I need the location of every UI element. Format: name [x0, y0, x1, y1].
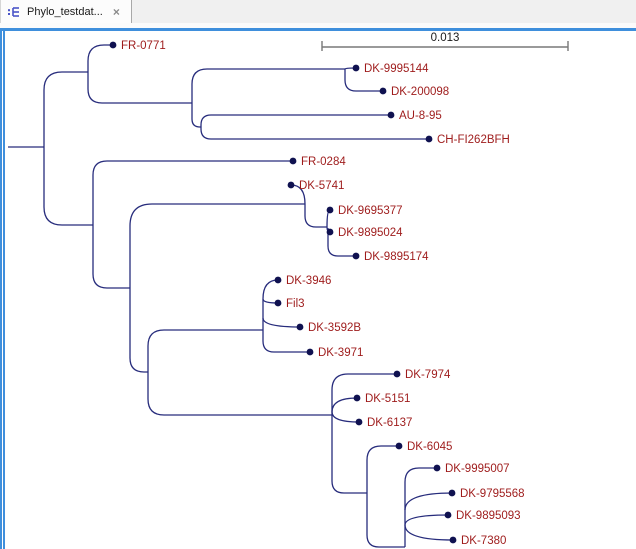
taxon-label-DK-7380[interactable]: DK-7380	[461, 535, 506, 547]
branch-path	[129, 288, 148, 373]
taxon-node-dot[interactable]	[353, 394, 361, 402]
taxon-node-dot[interactable]	[326, 206, 334, 214]
taxon-label-DK-3592B[interactable]: DK-3592B	[308, 322, 361, 334]
taxon-node-dot[interactable]	[355, 418, 363, 426]
taxon-node-dot[interactable]	[274, 276, 282, 284]
branch-path	[147, 372, 332, 416]
branch-path	[331, 411, 360, 423]
taxon-label-DK-9995144[interactable]: DK-9995144	[364, 63, 429, 75]
tab-close-icon[interactable]: ×	[112, 4, 120, 19]
taxon-label-AU-8-95[interactable]: AU-8-95	[399, 110, 442, 122]
branch-path	[304, 204, 327, 228]
taxon-node-dot[interactable]	[352, 64, 360, 72]
branch-path	[200, 127, 429, 140]
taxon-node-dot[interactable]	[109, 41, 117, 49]
branch-path	[92, 160, 293, 225]
taxon-label-DK-3946[interactable]: DK-3946	[286, 275, 331, 287]
tabbar-gap	[0, 23, 636, 28]
branch-path	[331, 397, 358, 413]
branch-path	[262, 279, 279, 300]
branch-path	[262, 317, 301, 328]
branch-path	[366, 445, 399, 493]
taxon-node-dot[interactable]	[425, 135, 433, 143]
taxon-label-DK-9995007[interactable]: DK-9995007	[445, 463, 510, 475]
branch-path	[129, 203, 305, 288]
branch-path	[327, 228, 356, 257]
taxon-label-DK-7974[interactable]: DK-7974	[405, 369, 451, 381]
taxon-node-dot[interactable]	[444, 511, 452, 519]
taxon-node-dot[interactable]	[387, 111, 395, 119]
taxon-label-DK-9895093[interactable]: DK-9895093	[456, 510, 521, 522]
taxon-label-DK-6137[interactable]: DK-6137	[367, 417, 412, 429]
branch-path	[87, 72, 192, 104]
tab-title: Phylo_testdat...	[27, 5, 103, 18]
taxon-node-dot[interactable]	[289, 157, 297, 165]
phylo-tree-icon	[7, 5, 21, 19]
taxon-label-CH-FI262BFH[interactable]: CH-FI262BFH	[437, 134, 510, 146]
branch-path	[43, 71, 88, 147]
branch-path	[191, 68, 345, 103]
branch-path	[404, 467, 437, 547]
taxon-node-dot[interactable]	[287, 181, 295, 189]
taxon-node-dot[interactable]	[326, 228, 334, 236]
branch-path	[331, 373, 397, 415]
branch-path	[404, 492, 453, 511]
branch-path	[43, 147, 93, 226]
taxon-node-dot[interactable]	[448, 489, 456, 497]
branch-path	[87, 44, 113, 72]
taxon-label-DK-6045[interactable]: DK-6045	[407, 441, 452, 453]
branch-path	[262, 330, 310, 353]
branch-path	[404, 524, 454, 541]
taxon-node-dot[interactable]	[296, 323, 304, 331]
taxon-label-DK-3971[interactable]: DK-3971	[318, 347, 363, 359]
taxon-label-Fil3[interactable]: Fil3	[286, 298, 305, 310]
taxon-label-DK-9695377[interactable]: DK-9695377	[338, 205, 403, 217]
branch-path	[344, 69, 383, 92]
branch-path	[191, 103, 201, 128]
branch-path	[147, 329, 263, 372]
taxon-node-dot[interactable]	[306, 348, 314, 356]
tree-view-panel-inner	[3, 31, 636, 549]
taxon-label-DK-5741[interactable]: DK-5741	[299, 180, 344, 192]
scale-bar	[321, 41, 569, 51]
taxon-label-DK-9795568[interactable]: DK-9795568	[460, 488, 525, 500]
branch-path	[404, 514, 449, 526]
taxon-node-dot[interactable]	[449, 536, 457, 544]
taxon-label-FR-0284[interactable]: FR-0284	[301, 156, 346, 168]
branch-path	[200, 114, 391, 127]
taxon-node-dot[interactable]	[433, 464, 441, 472]
taxon-label-DK-5151[interactable]: DK-5151	[365, 393, 410, 405]
branch-path	[331, 415, 367, 494]
taxon-node-dot[interactable]	[352, 252, 360, 260]
taxon-node-dot[interactable]	[274, 299, 282, 307]
tab-phylo-testdata[interactable]: Phylo_testdat... ×	[0, 0, 132, 23]
branch-path	[366, 493, 405, 548]
taxon-label-DK-9895174[interactable]: DK-9895174	[364, 251, 429, 263]
taxon-label-DK-200098[interactable]: DK-200098	[391, 86, 449, 98]
scale-bar-label: 0.013	[431, 32, 460, 44]
taxon-node-dot[interactable]	[395, 442, 403, 450]
taxon-label-DK-9895024[interactable]: DK-9895024	[338, 227, 403, 239]
taxon-node-dot[interactable]	[379, 87, 387, 95]
taxon-node-dot[interactable]	[393, 370, 401, 378]
branch-path	[92, 225, 130, 289]
taxon-label-FR-0771[interactable]: FR-0771	[121, 40, 166, 52]
